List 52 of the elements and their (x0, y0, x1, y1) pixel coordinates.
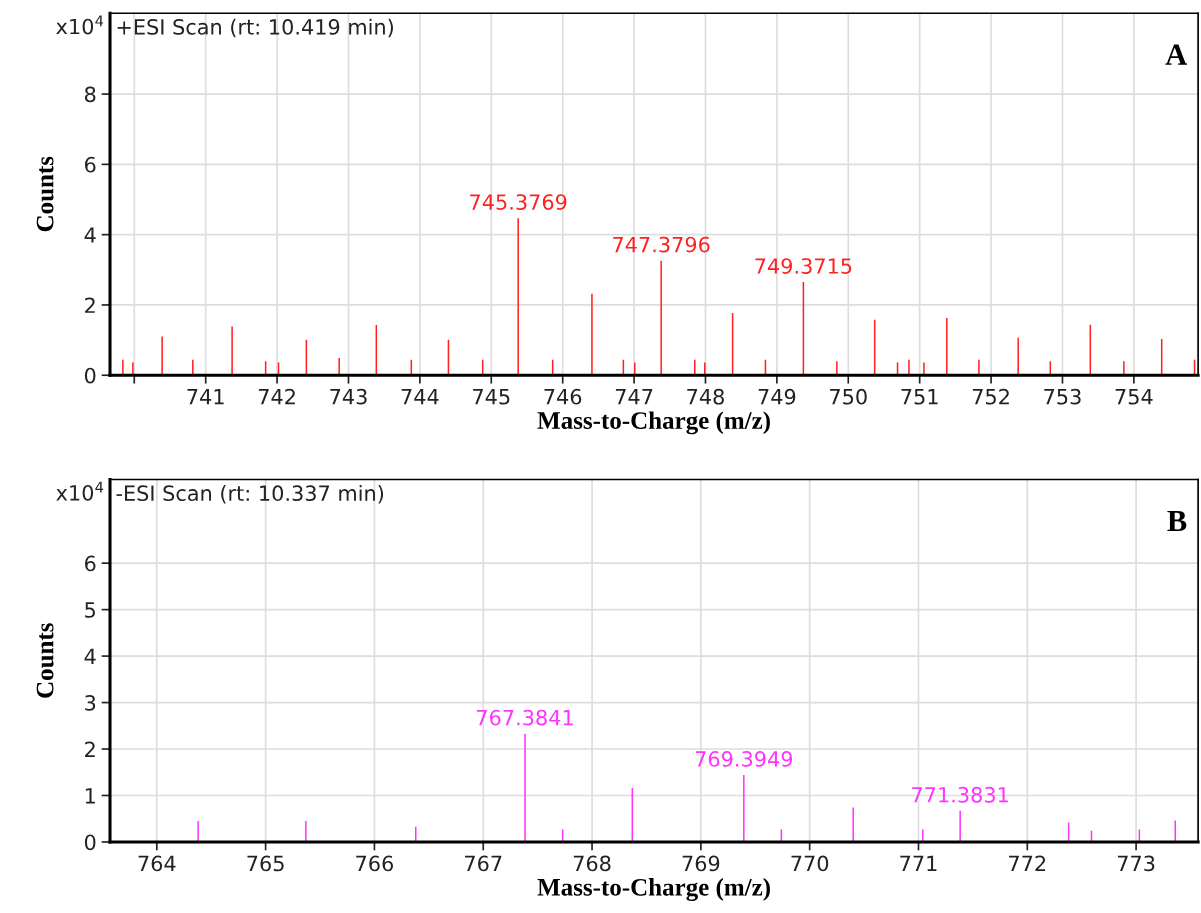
x-tick-label: 753 (1044, 388, 1081, 405)
x-axis-title: Mass-to-Charge (m/z) (537, 411, 770, 435)
x-tick-label: 752 (972, 388, 1009, 405)
y-tick-label: 4 (84, 227, 96, 243)
chart-subtitle: +ESI Scan (rt: 10.419 min) (117, 18, 393, 38)
x-tick-label: 743 (330, 388, 367, 405)
x-tick-label: 772 (1009, 855, 1046, 871)
x-tick-label: 744 (401, 389, 439, 405)
x-tick-label: 754 (1115, 389, 1153, 405)
y-tick-label: 3 (85, 695, 96, 711)
annotation: 769.3949 (695, 751, 793, 767)
y-tick-label: 0 (84, 834, 96, 851)
chart-subtitle: -ESI Scan (rt: 10.337 min) (116, 484, 384, 504)
x-tick-label: 751 (901, 389, 938, 405)
x-tick-label: 748 (687, 388, 724, 405)
x-tick-label: 768 (573, 855, 611, 872)
text: B (1167, 510, 1187, 532)
y-axis-title: Counts (36, 156, 54, 232)
x-tick-label: 767 (465, 855, 502, 872)
x-tick-label: 742 (258, 388, 295, 405)
y-tick-label: 2 (85, 741, 95, 757)
text: x10$^{4}$ (56, 481, 104, 501)
y-tick-label: 6 (85, 555, 96, 572)
y-tick-label: 0 (84, 367, 96, 384)
annotation: 767.3841 (477, 709, 573, 726)
x-tick-label: 766 (356, 855, 393, 872)
annotation: 749.3715 (755, 258, 852, 274)
x-tick-label: 765 (247, 855, 284, 872)
annotation: 771.3831 (912, 786, 1008, 803)
x-tick-label: 773 (1117, 855, 1155, 872)
y-axis-title: Counts (36, 623, 54, 698)
x-tick-label: 745 (473, 389, 510, 405)
x-axis-title: Mass-to-Charge (m/z) (537, 878, 770, 901)
y-tick-label: 5 (85, 602, 95, 618)
x-tick-label: 770 (791, 855, 829, 872)
x-tick-label: 746 (544, 388, 582, 405)
x-tick-label: 769 (682, 855, 720, 872)
x-tick-label: 747 (615, 389, 653, 405)
x-tick-label: 771 (900, 855, 937, 871)
y-tick-label: 2 (85, 297, 95, 313)
annotation: 747.3796 (613, 236, 710, 253)
text: A (1165, 44, 1188, 65)
annotation: 745.3769 (470, 194, 567, 210)
y-tick-label: 8 (84, 86, 96, 103)
y-tick-label: 4 (84, 648, 96, 665)
x-tick-label: 749 (758, 388, 796, 405)
x-tick-label: 750 (830, 388, 867, 405)
y-tick-label: 6 (85, 156, 96, 173)
y-tick-label: 1 (85, 788, 95, 804)
text: x10$^{4}$ (56, 15, 104, 35)
x-tick-label: 741 (187, 389, 224, 405)
x-tick-label: 764 (138, 855, 176, 872)
